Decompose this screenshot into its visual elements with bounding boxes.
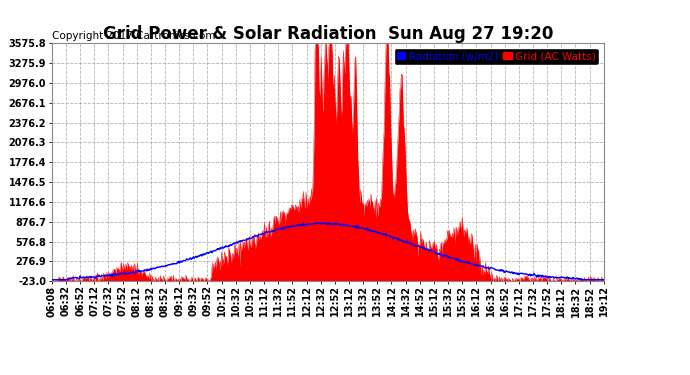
Legend: Radiation (w/m2), Grid (AC Watts): Radiation (w/m2), Grid (AC Watts) (394, 48, 598, 64)
Text: Copyright 2017 Cartronics.com: Copyright 2017 Cartronics.com (52, 31, 215, 41)
Title: Grid Power & Solar Radiation  Sun Aug 27 19:20: Grid Power & Solar Radiation Sun Aug 27 … (103, 25, 553, 43)
